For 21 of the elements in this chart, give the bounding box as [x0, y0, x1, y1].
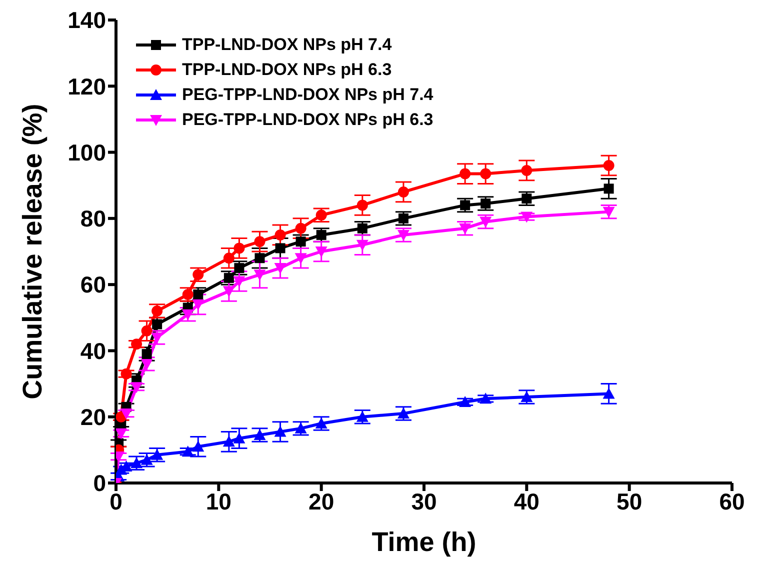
- y-tick-label: 40: [80, 338, 106, 364]
- y-tick-label: 0: [93, 470, 106, 496]
- y-tick-label: 100: [68, 139, 106, 166]
- y-tick-label: 60: [80, 272, 106, 298]
- x-tick-label: 20: [308, 488, 334, 514]
- x-tick-label: 60: [719, 488, 745, 514]
- x-tick-label: 40: [514, 488, 540, 514]
- legend-label: PEG-TPP-LND-DOX NPs pH 6.3: [182, 109, 434, 131]
- y-tick-label: 120: [68, 73, 106, 100]
- x-axis-title: Time (h): [372, 527, 476, 557]
- x-tick-label: 30: [411, 488, 437, 514]
- y-tick-label: 20: [80, 404, 106, 430]
- y-tick-label: 140: [68, 7, 106, 34]
- y-tick-label: 80: [80, 206, 106, 232]
- legend-label: TPP-LND-DOX NPs pH 6.3: [182, 59, 392, 81]
- legend-label: PEG-TPP-LND-DOX NPs pH 7.4: [182, 84, 434, 106]
- x-tick-label: 0: [110, 488, 122, 514]
- y-axis-title: Cumulative release (%): [18, 104, 48, 400]
- x-tick-label: 50: [616, 488, 642, 514]
- x-tick-label: 10: [206, 488, 232, 514]
- legend-label: TPP-LND-DOX NPs pH 7.4: [182, 34, 392, 56]
